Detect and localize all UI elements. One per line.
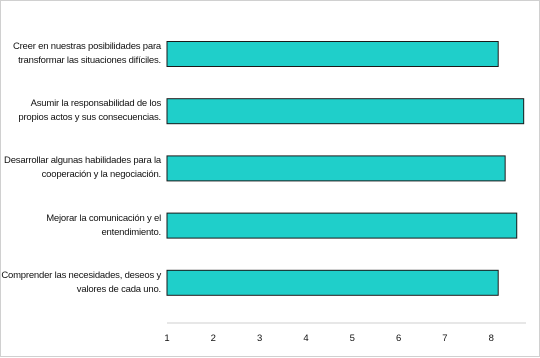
x-tick-label: 2 (211, 333, 216, 344)
category-label: Comprender las necesidades, deseos y val… (1, 269, 161, 295)
category-label: Creer en nuestras posibilidades para tra… (12, 41, 161, 66)
x-tick-label: 5 (350, 333, 355, 344)
x-tick-label: 3 (257, 333, 262, 344)
bar (166, 269, 499, 296)
bar (166, 155, 506, 182)
bar (166, 98, 525, 125)
x-tick-label: 6 (396, 333, 401, 344)
x-tick-label: 7 (442, 333, 447, 344)
x-tick-label: 8 (489, 333, 494, 344)
x-tick-label: 4 (303, 333, 308, 344)
category-label: Mejorar la comunicación y el entendimien… (46, 212, 161, 238)
category-label: Asumir la responsabilidad de los propios… (18, 98, 161, 124)
bar (166, 212, 518, 239)
category-label: Desarrollar algunas habilidades para la … (4, 155, 161, 181)
bar (166, 41, 499, 67)
x-tick-label: 1 (164, 333, 169, 344)
